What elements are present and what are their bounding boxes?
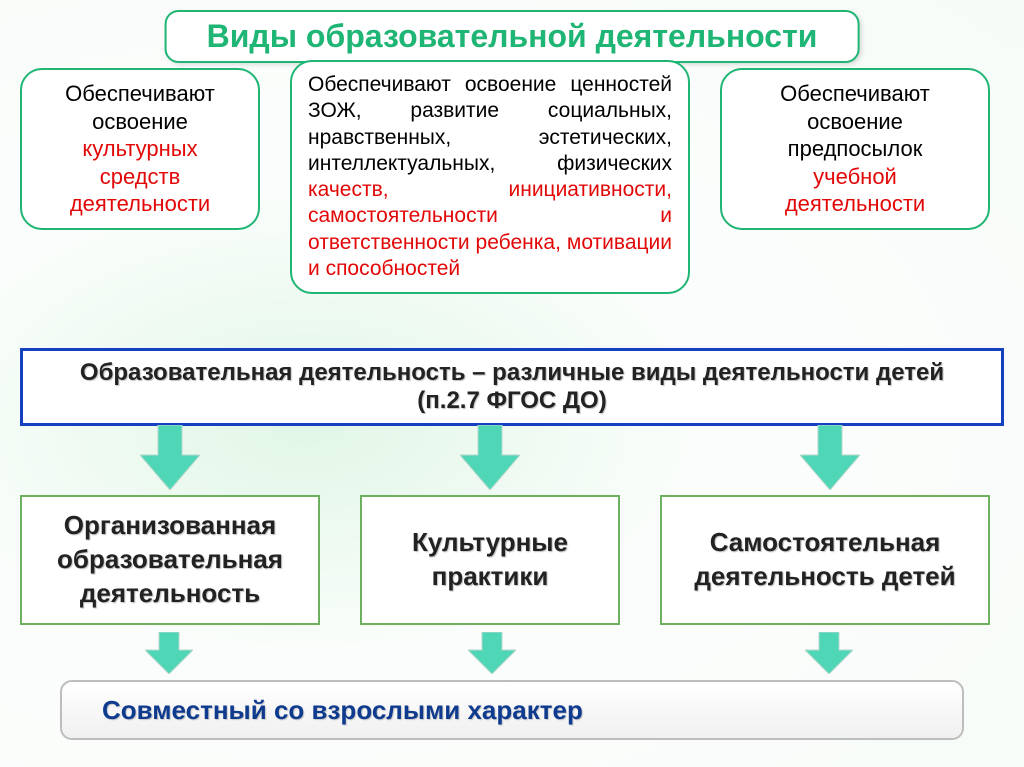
text-red: учебной [813,164,897,189]
definition-box: Образовательная деятельность – различные… [20,348,1004,426]
arrow-down-icon [468,632,516,674]
text-red: деятельности [785,191,925,216]
arrow-down-icon [140,425,200,490]
category-box-right: Самостоятельная деятельность детей [660,495,990,625]
text: предпосылок [788,136,923,161]
page-title: Виды образовательной деятельности [165,10,860,63]
top-box-left: Обеспечивают освоение культурных средств… [20,68,260,230]
text: Культурные практики [374,526,606,594]
text: Самостоятельная деятельность детей [674,526,976,594]
text-red: деятельности [70,191,210,216]
top-box-right: Обеспечивают освоение предпосылок учебно… [720,68,990,230]
text: Обеспечивают [780,81,930,106]
text-red: качеств, инициативности, самостоятельнос… [308,178,672,280]
text-red: средств [100,164,181,189]
text: Совместный со взрослыми характер [102,695,583,726]
text: Образовательная деятельность – различные… [80,359,944,386]
arrow-down-icon [460,425,520,490]
text: освоение [92,109,188,134]
text: Обеспечивают освоение ценностей ЗОЖ, раз… [308,73,672,175]
text: Обеспечивают [65,81,215,106]
arrow-down-icon [805,632,853,674]
bottom-box: Совместный со взрослыми характер [60,680,964,740]
category-box-center: Культурные практики [360,495,620,625]
top-box-center: Обеспечивают освоение ценностей ЗОЖ, раз… [290,60,690,294]
arrow-down-icon [800,425,860,490]
text: (п.2.7 ФГОС ДО) [417,387,606,414]
arrow-down-icon [145,632,193,674]
text: Организованная образовательная деятельно… [34,509,306,610]
text-red: культурных [82,136,197,161]
category-box-left: Организованная образовательная деятельно… [20,495,320,625]
text: освоение [807,109,903,134]
